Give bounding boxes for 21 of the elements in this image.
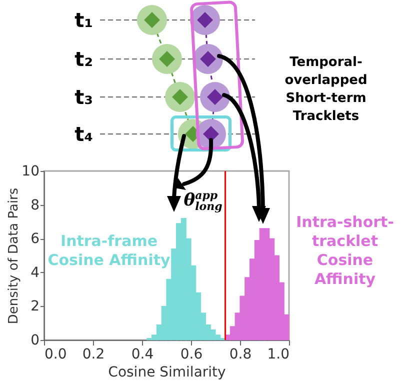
- text: t₃: [74, 85, 93, 109]
- text: Temporal- overlapped Short-term Tracklets: [284, 55, 368, 124]
- y-tick-label: 2: [30, 298, 40, 315]
- x-tick-label: 0.0: [44, 346, 67, 362]
- y-tick-label: 6: [30, 231, 40, 248]
- series-label: Intra-frame Cosine Affinity: [48, 232, 170, 269]
- x-tick-label: 0.6: [180, 346, 203, 362]
- y-tick-label: 8: [30, 197, 40, 214]
- y-tick-label: 4: [30, 264, 40, 281]
- series-label: Intra-short- tracklet Cosine Affinity: [296, 213, 394, 288]
- x-tick-label: 0.4: [131, 346, 154, 362]
- text: t₄: [74, 122, 93, 146]
- y-tick-label: 10: [22, 164, 40, 180]
- text: t₂: [74, 47, 93, 71]
- x-axis-title: Cosine Similarity: [108, 364, 226, 380]
- x-tick-label: 0.8: [229, 346, 252, 362]
- y-tick-label: 0: [30, 332, 40, 348]
- x-tick-label: 1.0: [267, 346, 290, 362]
- text: t₁: [74, 8, 93, 32]
- y-axis-title: Density of Data Pairs: [6, 188, 22, 324]
- x-tick-label: 0.2: [82, 346, 105, 362]
